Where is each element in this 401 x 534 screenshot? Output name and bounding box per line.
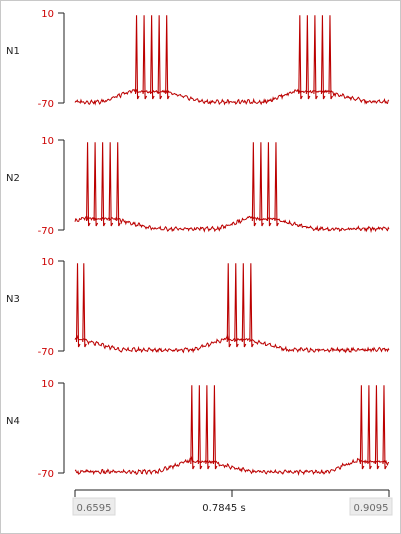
- membrane-trace: [74, 333, 390, 354]
- x-tick-label-right: 0.9095: [354, 503, 389, 514]
- panel-n1: 10 -70 N1: [6, 9, 390, 110]
- y-tick-label-top: 10: [41, 136, 54, 147]
- spike-n1-0: [134, 15, 140, 100]
- series-name: N2: [6, 173, 20, 184]
- series-name: N1: [6, 46, 20, 57]
- spike-n1-9: [328, 15, 333, 100]
- membrane-trace: [74, 456, 390, 476]
- panel-n4: 10 -70 N4: [6, 379, 390, 480]
- spike-n3-5: [249, 263, 254, 348]
- spike-n3-2: [226, 263, 232, 348]
- spike-n4-0: [190, 385, 195, 470]
- y-tick-label-bottom: -70: [38, 347, 54, 358]
- membrane-trace: [74, 88, 390, 106]
- series-name: N3: [6, 294, 20, 305]
- y-tick-label-top: 10: [41, 257, 54, 268]
- spike-n1-7: [313, 15, 318, 100]
- x-label-left-box: [72, 497, 116, 516]
- spike-n4-3: [212, 385, 218, 470]
- spike-n3-3: [234, 263, 239, 348]
- spike-n4-2: [205, 385, 210, 470]
- spike-n2-8: [274, 142, 279, 227]
- spike-n1-8: [320, 15, 326, 100]
- x-axis: 0.6595 0.7845 s 0.9095: [72, 489, 393, 516]
- spike-n1-1: [142, 15, 148, 100]
- y-tick-label-bottom: -70: [38, 469, 54, 480]
- spike-n1-2: [150, 15, 155, 100]
- spike-n3-4: [241, 263, 247, 348]
- spike-n2-0: [86, 142, 91, 227]
- spike-n1-6: [305, 15, 311, 100]
- spike-n4-5: [367, 385, 372, 470]
- spike-n2-1: [93, 142, 99, 227]
- spike-n2-3: [108, 142, 114, 227]
- spike-n2-4: [116, 142, 121, 227]
- x-tick-label-center: 0.7845 s: [202, 503, 245, 514]
- y-tick-label-bottom: -70: [38, 99, 54, 110]
- spike-n4-7: [382, 385, 387, 470]
- spike-n3-1: [82, 263, 87, 348]
- spike-n3-0: [75, 263, 81, 348]
- spike-n2-5: [251, 142, 257, 227]
- x-label-right-box: [349, 497, 393, 516]
- spike-n2-7: [266, 142, 272, 227]
- panel-n3: 10 -70 N3: [6, 257, 390, 358]
- series-name: N4: [6, 416, 20, 427]
- panel-n2: 10 -70 N2: [6, 136, 390, 237]
- y-tick-label-bottom: -70: [38, 226, 54, 237]
- spike-n1-3: [157, 15, 163, 100]
- membrane-trace: [74, 215, 390, 234]
- x-tick-label-left: 0.6595: [77, 503, 112, 514]
- y-tick-label-top: 10: [41, 379, 54, 390]
- spike-n4-1: [197, 385, 203, 470]
- spike-n1-5: [298, 15, 303, 100]
- spike-n2-6: [259, 142, 264, 227]
- spike-n4-6: [374, 385, 380, 470]
- spike-n1-4: [165, 15, 170, 100]
- spike-n4-4: [359, 385, 365, 470]
- y-tick-label-top: 10: [41, 9, 54, 20]
- spike-n2-2: [101, 142, 106, 227]
